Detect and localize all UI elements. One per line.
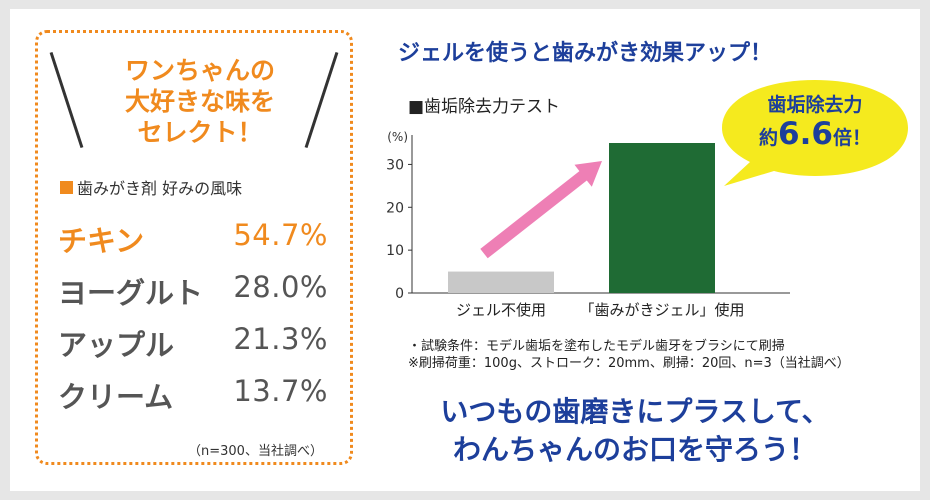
flavor-row-yogurt: ヨーグルト 28.0% bbox=[58, 270, 328, 310]
flavor-name: ヨーグルト bbox=[58, 276, 204, 310]
increase-arrow bbox=[480, 161, 602, 259]
poll-label: 歯みがき剤 好みの風味 bbox=[60, 175, 242, 199]
flavor-heading-line: 大好きな味を bbox=[124, 87, 275, 116]
y-axis-unit: (%) bbox=[387, 130, 408, 144]
bar-1 bbox=[448, 271, 554, 293]
main-title: ジェルを使うと歯みがき効果アップ！ bbox=[398, 41, 773, 66]
orange-square-icon bbox=[60, 180, 73, 194]
survey-note: （n=300、当社調べ） bbox=[188, 444, 323, 459]
bubble-title: 歯垢除去力 bbox=[767, 94, 863, 116]
plaque-removal-chart: (%) 0 10 20 30 ジェル不使用 「歯みがきジェル」使用 bbox=[386, 130, 790, 319]
flavor-preference-box bbox=[35, 30, 353, 465]
bubble-text: 歯垢除去力 約6.6倍！ bbox=[740, 94, 890, 156]
bubble-suffix: 倍！ bbox=[832, 127, 871, 149]
y-tick-label: 0 bbox=[395, 286, 404, 302]
flavor-row-apple: アップル 21.3% bbox=[58, 322, 328, 362]
test-load-note: ※刷掃荷重：100g、ストローク：20mm、刷掃：20回、n=3（当社調べ） bbox=[408, 356, 850, 371]
flavor-percent: 13.7% bbox=[233, 374, 328, 408]
flavor-heading: ワンちゃんの 大好きな味を セレクト！ bbox=[85, 55, 315, 148]
test-condition-note: ・試験条件：モデル歯垢を塗布したモデル歯牙をブラシにて刷掃 bbox=[408, 339, 785, 354]
poll-label-text: 歯みがき剤 好みの風味 bbox=[77, 179, 243, 198]
flavor-name: アップル bbox=[58, 328, 175, 362]
flavor-row-cream: クリーム 13.7% bbox=[58, 374, 328, 414]
flavor-percent: 28.0% bbox=[233, 270, 328, 304]
chart-heading: ■歯垢除去力テスト bbox=[408, 97, 561, 117]
flavor-percent: 21.3% bbox=[233, 322, 328, 356]
bar-2 bbox=[609, 143, 715, 293]
y-tick-label: 30 bbox=[386, 157, 404, 173]
flavor-heading-line: セレクト！ bbox=[137, 118, 263, 147]
flavor-percent: 54.7% bbox=[233, 218, 328, 252]
x-category-label: ジェル不使用 bbox=[456, 301, 546, 319]
flavor-name: クリーム bbox=[58, 380, 174, 414]
x-category-label: 「歯みがきジェル」使用 bbox=[579, 301, 744, 319]
flavor-heading-line: ワンちゃんの bbox=[124, 56, 275, 85]
flavor-row-chicken: チキン 54.7% bbox=[58, 218, 328, 258]
bubble-value: 6.6 bbox=[778, 116, 833, 152]
flavor-name: チキン bbox=[58, 224, 145, 258]
y-tick-label: 10 bbox=[386, 243, 404, 259]
slogan-line: わんちゃんのお口を守ろう！ bbox=[452, 433, 817, 466]
bubble-prefix: 約 bbox=[759, 127, 779, 149]
slogan-line: いつもの歯磨きにプラスして、 bbox=[440, 395, 830, 428]
speech-bubble bbox=[722, 80, 908, 186]
y-tick-label: 20 bbox=[386, 200, 404, 216]
bubble-value-line: 約6.6倍！ bbox=[740, 116, 890, 156]
